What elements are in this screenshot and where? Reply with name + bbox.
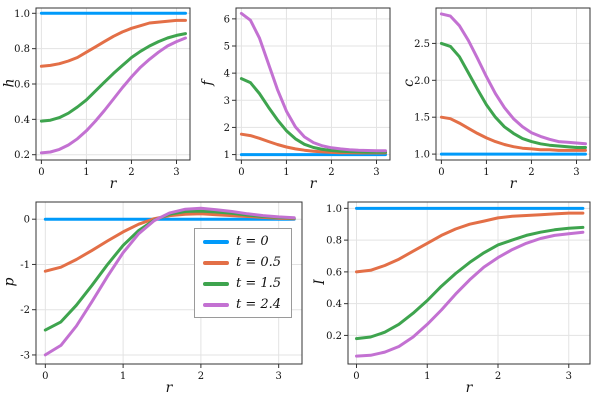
y-tick-label: -3 bbox=[20, 350, 30, 361]
panel-h: 0 1 2 3 0.2 0.4 0.6 0.8 1.0 h r bbox=[2, 2, 198, 192]
x-tick-label: 1 bbox=[83, 167, 89, 178]
legend-entry-t0: t = 0 bbox=[203, 234, 281, 249]
plot-p: 0 1 2 3 -3 -2 -1 0 bbox=[20, 201, 303, 382]
panel-p: 0 1 2 3 -3 -2 -1 0 p r t = 0 t = 0.5 t = 1.5 t … bbox=[1, 196, 310, 396]
x-tick-label: 2 bbox=[128, 167, 134, 178]
legend-entry-t24: t = 2.4 bbox=[203, 297, 281, 312]
y-tick-label: 1.5 bbox=[414, 113, 430, 124]
x-axis-label-I: r bbox=[465, 380, 473, 396]
legend: t = 0 t = 0.5 t = 1.5 t = 2.4 bbox=[194, 228, 293, 318]
series-line bbox=[43, 206, 296, 357]
x-tick-label: 0 bbox=[38, 167, 44, 178]
x-tick-label: 3 bbox=[566, 371, 572, 382]
x-axis-label-h: r bbox=[109, 176, 117, 192]
y-tick-label: 3 bbox=[224, 96, 230, 107]
series-line bbox=[239, 11, 387, 153]
legend-line-swatch bbox=[203, 260, 229, 265]
x-tick-label: 0 bbox=[238, 167, 244, 178]
plot-h: 0 1 2 3 0.2 0.4 0.6 0.8 1.0 bbox=[14, 7, 191, 178]
x-tick-label: 3 bbox=[173, 167, 179, 178]
plot-c: 0 1 2 3 1.0 1.5 2.0 2.5 bbox=[414, 7, 591, 178]
legend-line-swatch bbox=[203, 281, 229, 286]
x-tick-label: 3 bbox=[373, 167, 379, 178]
x-tick-label: 0 bbox=[42, 371, 48, 382]
series-line bbox=[39, 32, 187, 123]
y-tick-label: 0 bbox=[24, 215, 30, 226]
series-line bbox=[355, 211, 585, 274]
y-tick-label: 0.2 bbox=[14, 150, 30, 161]
y-tick-label: 0.2 bbox=[326, 331, 342, 342]
y-tick-label: 0.4 bbox=[14, 115, 30, 126]
plot-I: 0 1 2 3 0.2 0.4 0.6 0.8 1.0 bbox=[326, 201, 591, 382]
legend-label: t = 0 bbox=[236, 234, 269, 249]
legend-label: t = 1.5 bbox=[236, 276, 282, 291]
plot-frame bbox=[235, 7, 391, 161]
panel-c: 0 1 2 3 1.0 1.5 2.0 2.5 c r bbox=[400, 2, 598, 192]
y-tick-label: 6 bbox=[224, 14, 230, 25]
x-tick-label: 3 bbox=[275, 371, 281, 382]
x-tick-label: 1 bbox=[424, 371, 430, 382]
x-tick-label: 2 bbox=[495, 371, 501, 382]
panel-I: 0 1 2 3 0.2 0.4 0.6 0.8 1.0 I r bbox=[311, 196, 598, 396]
x-tick-label: 2 bbox=[198, 371, 204, 382]
series-line bbox=[355, 225, 585, 341]
x-axis-label-p: r bbox=[165, 380, 173, 396]
series-line bbox=[39, 18, 187, 68]
plot-frame bbox=[435, 7, 591, 161]
y-axis-label-p: p bbox=[1, 277, 18, 287]
y-tick-label: 5 bbox=[224, 42, 230, 53]
y-tick-label: 0.8 bbox=[14, 44, 30, 55]
x-tick-label: 3 bbox=[573, 167, 579, 178]
series-line bbox=[239, 77, 387, 154]
plot-frame bbox=[35, 201, 303, 365]
x-tick-label: 0 bbox=[438, 167, 444, 178]
x-axis-label-f: r bbox=[309, 176, 317, 192]
series-line bbox=[39, 36, 187, 155]
y-tick-label: -2 bbox=[20, 305, 30, 316]
y-axis-label-c: c bbox=[400, 79, 417, 87]
y-tick-label: 1.0 bbox=[414, 150, 430, 161]
y-tick-label: 1.0 bbox=[14, 9, 30, 20]
legend-label: t = 0.5 bbox=[236, 255, 282, 270]
x-tick-label: 1 bbox=[120, 371, 126, 382]
x-tick-label: 1 bbox=[283, 167, 289, 178]
x-tick-label: 1 bbox=[483, 167, 489, 178]
x-axis-label-c: r bbox=[509, 176, 517, 192]
x-tick-label: 2 bbox=[328, 167, 334, 178]
y-tick-label: 2 bbox=[224, 123, 230, 134]
y-tick-label: 0.4 bbox=[326, 299, 342, 310]
y-tick-label: 2.5 bbox=[414, 39, 430, 50]
y-axis-label-f: f bbox=[199, 80, 216, 86]
x-tick-label: 2 bbox=[528, 167, 534, 178]
series-line bbox=[355, 230, 585, 358]
series-line bbox=[439, 115, 587, 152]
y-tick-label: -1 bbox=[20, 260, 30, 271]
y-tick-label: 2.0 bbox=[414, 76, 430, 87]
legend-line-swatch bbox=[203, 239, 229, 244]
legend-entry-t05: t = 0.5 bbox=[203, 255, 281, 270]
series-line bbox=[439, 12, 587, 146]
y-tick-label: 1.0 bbox=[326, 204, 342, 215]
y-tick-label: 0.6 bbox=[326, 267, 342, 278]
plot-frame bbox=[347, 201, 591, 365]
x-tick-label: 0 bbox=[353, 371, 359, 382]
y-tick-label: 4 bbox=[224, 69, 230, 80]
y-tick-label: 1 bbox=[224, 150, 230, 161]
series-line bbox=[439, 41, 587, 149]
legend-entry-t15: t = 1.5 bbox=[203, 276, 281, 291]
legend-label: t = 2.4 bbox=[236, 297, 282, 312]
legend-line-swatch bbox=[203, 302, 229, 307]
y-tick-label: 0.6 bbox=[14, 80, 30, 91]
y-tick-label: 0.8 bbox=[326, 236, 342, 247]
y-axis-label-h: h bbox=[1, 78, 18, 88]
y-axis-label-I: I bbox=[311, 279, 328, 285]
